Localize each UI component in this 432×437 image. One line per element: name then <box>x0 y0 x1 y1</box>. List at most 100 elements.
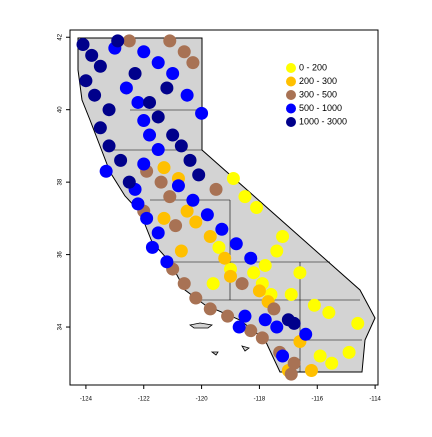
y-tick-label: 40 <box>58 106 64 113</box>
station-point <box>252 284 266 298</box>
station-point <box>200 208 214 222</box>
legend-swatch <box>286 63 296 73</box>
station-point <box>131 197 145 211</box>
legend-label: 0 - 200 <box>299 62 327 72</box>
legend-label: 300 - 500 <box>299 89 337 99</box>
x-tick-label: -120 <box>196 397 209 403</box>
axes: -124 -122 -120 -118 -116 -114 34 36 38 40 42 <box>58 33 382 402</box>
station-point <box>180 204 194 218</box>
station-point <box>163 34 177 48</box>
station-point <box>93 59 107 73</box>
station-point <box>122 175 136 189</box>
legend-label: 200 - 300 <box>299 76 337 86</box>
station-point <box>111 34 125 48</box>
station-point <box>276 229 290 243</box>
station-point <box>137 114 151 128</box>
station-point <box>224 269 238 283</box>
station-point <box>351 316 365 330</box>
station-point <box>157 211 171 225</box>
station-point <box>238 309 252 323</box>
y-tick-label: 42 <box>58 33 64 40</box>
station-point <box>151 143 165 157</box>
station-point <box>192 168 206 182</box>
x-tick-label: -116 <box>311 397 323 403</box>
station-point <box>195 106 209 120</box>
station-point <box>102 139 116 153</box>
station-point <box>304 364 318 378</box>
station-point <box>140 211 154 225</box>
station-point <box>99 164 113 178</box>
y-tick-label: 36 <box>58 251 64 258</box>
station-point <box>76 37 90 51</box>
y-tick-label: 34 <box>58 323 64 330</box>
station-point <box>154 175 168 189</box>
station-point <box>151 226 165 240</box>
station-point <box>325 356 339 370</box>
station-point <box>284 287 298 301</box>
station-point <box>166 66 180 80</box>
station-point <box>88 88 102 102</box>
station-point <box>93 121 107 135</box>
station-point <box>235 277 249 291</box>
station-point <box>189 215 203 229</box>
legend-swatch <box>286 76 296 87</box>
station-point <box>307 298 321 312</box>
station-point <box>114 153 128 167</box>
station-point <box>293 266 307 280</box>
station-point <box>151 110 165 124</box>
station-point <box>85 48 99 62</box>
x-tick-label: -122 <box>138 397 151 403</box>
station-point <box>221 309 235 323</box>
station-point <box>137 45 151 59</box>
station-point <box>157 161 171 175</box>
station-point <box>258 313 272 327</box>
station-point <box>244 324 258 338</box>
station-point <box>287 356 301 370</box>
station-point <box>189 291 203 305</box>
station-point <box>270 320 284 334</box>
station-point <box>177 277 191 291</box>
station-point <box>215 222 229 236</box>
station-point <box>284 367 298 381</box>
station-point <box>226 172 240 186</box>
station-point <box>186 193 200 207</box>
station-point <box>287 316 301 330</box>
plot-frame <box>69 29 379 386</box>
station-point <box>145 240 159 254</box>
station-point <box>174 244 188 258</box>
legend-swatch <box>286 103 296 114</box>
station-point <box>218 251 232 265</box>
x-tick-label: -114 <box>369 397 381 403</box>
station-point <box>232 320 246 334</box>
islands <box>189 322 250 356</box>
station-point <box>276 349 290 363</box>
legend-swatch <box>286 117 296 127</box>
legend-label: 1000 - 3000 <box>299 116 347 126</box>
station-point <box>131 95 145 109</box>
station-point <box>151 56 165 70</box>
station-point <box>342 345 356 359</box>
station-point <box>244 251 258 265</box>
legend-swatch <box>286 90 296 100</box>
station-point <box>229 237 243 251</box>
station-point <box>299 327 313 341</box>
station-point <box>171 179 185 193</box>
station-point <box>255 331 269 345</box>
station-point <box>203 229 217 243</box>
station-point <box>166 128 180 142</box>
station-point <box>137 157 151 171</box>
station-point <box>122 34 136 48</box>
station-point <box>102 103 116 117</box>
legend: 0 - 200 200 - 300 300 - 500 500 - 1000 1000 … <box>286 62 347 127</box>
station-point <box>180 88 194 102</box>
station-point <box>79 74 93 88</box>
station-point <box>206 277 220 291</box>
station-point <box>143 95 157 109</box>
station-point <box>270 244 284 258</box>
station-point <box>177 45 191 59</box>
points <box>76 34 365 381</box>
station-point <box>212 240 226 254</box>
station-point <box>258 258 272 272</box>
station-point <box>183 153 197 167</box>
station-point <box>160 255 174 269</box>
